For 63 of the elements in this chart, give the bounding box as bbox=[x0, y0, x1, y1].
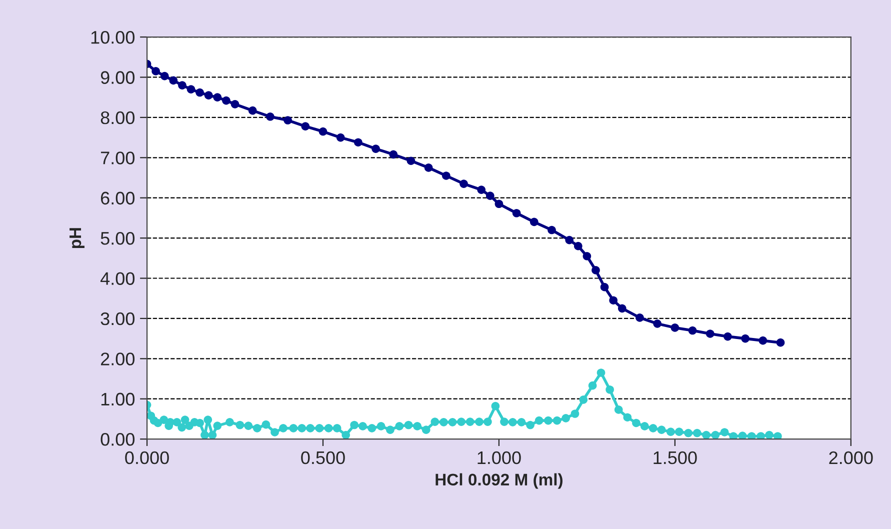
point bbox=[758, 336, 768, 345]
point bbox=[636, 313, 644, 322]
point bbox=[688, 326, 697, 335]
point bbox=[477, 186, 486, 194]
y-tick-label: 8.00 bbox=[100, 111, 135, 124]
point bbox=[213, 93, 222, 102]
x-tick-label: 1.500 bbox=[654, 451, 697, 464]
point bbox=[442, 172, 450, 180]
point bbox=[512, 208, 521, 218]
point bbox=[486, 192, 494, 200]
y-tick-label: 6.00 bbox=[100, 192, 135, 205]
y-axis-title: pH bbox=[70, 228, 84, 248]
point bbox=[565, 236, 574, 244]
point bbox=[372, 144, 380, 153]
point bbox=[389, 150, 398, 159]
point bbox=[741, 334, 750, 343]
point bbox=[574, 242, 582, 250]
y-tick-label: 7.00 bbox=[100, 152, 135, 164]
point bbox=[196, 88, 204, 97]
point bbox=[460, 180, 468, 188]
y-tick-label: 10.00 bbox=[91, 30, 135, 44]
point bbox=[152, 67, 160, 76]
point bbox=[530, 218, 538, 226]
point bbox=[178, 81, 186, 90]
point bbox=[582, 252, 592, 260]
point bbox=[186, 85, 196, 94]
x-axis-title: HCl 0.092 M (ml) bbox=[436, 473, 562, 489]
point bbox=[548, 226, 556, 234]
point bbox=[424, 164, 433, 172]
point bbox=[494, 200, 504, 208]
point bbox=[776, 338, 785, 347]
point bbox=[592, 266, 600, 274]
y-tick-label: 5.00 bbox=[100, 232, 135, 245]
point bbox=[706, 330, 714, 338]
point bbox=[670, 324, 680, 332]
y-tick-label: 4.00 bbox=[100, 272, 135, 285]
point bbox=[204, 91, 213, 100]
point bbox=[248, 106, 257, 115]
point bbox=[406, 156, 416, 166]
point bbox=[222, 96, 230, 105]
point bbox=[318, 127, 328, 136]
y-tick-label: 3.00 bbox=[100, 312, 135, 326]
point bbox=[301, 122, 310, 130]
point bbox=[618, 304, 626, 313]
y-tick-label: 0.00 bbox=[100, 433, 135, 446]
y-tick-label: 1.00 bbox=[101, 392, 135, 406]
point bbox=[600, 282, 609, 292]
point bbox=[169, 76, 178, 85]
point bbox=[724, 332, 732, 341]
point bbox=[284, 116, 292, 124]
point bbox=[160, 72, 169, 80]
x-tick-label: 1.000 bbox=[478, 451, 521, 464]
x-tick-label: 0.000 bbox=[125, 451, 169, 464]
point bbox=[266, 112, 274, 121]
point bbox=[354, 138, 362, 147]
x-tick-label: 0.500 bbox=[301, 451, 345, 464]
x-tick-label: 2.000 bbox=[829, 451, 873, 464]
point bbox=[609, 296, 618, 305]
point bbox=[230, 100, 240, 108]
point bbox=[653, 320, 662, 328]
y-tick-label: 9.00 bbox=[100, 71, 135, 84]
y-tick-label: 2.00 bbox=[100, 352, 135, 366]
point bbox=[336, 133, 345, 142]
